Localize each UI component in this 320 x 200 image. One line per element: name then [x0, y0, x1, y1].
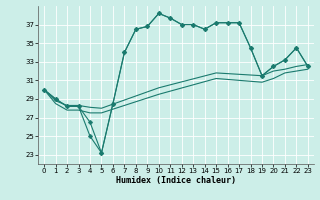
X-axis label: Humidex (Indice chaleur): Humidex (Indice chaleur) — [116, 176, 236, 185]
